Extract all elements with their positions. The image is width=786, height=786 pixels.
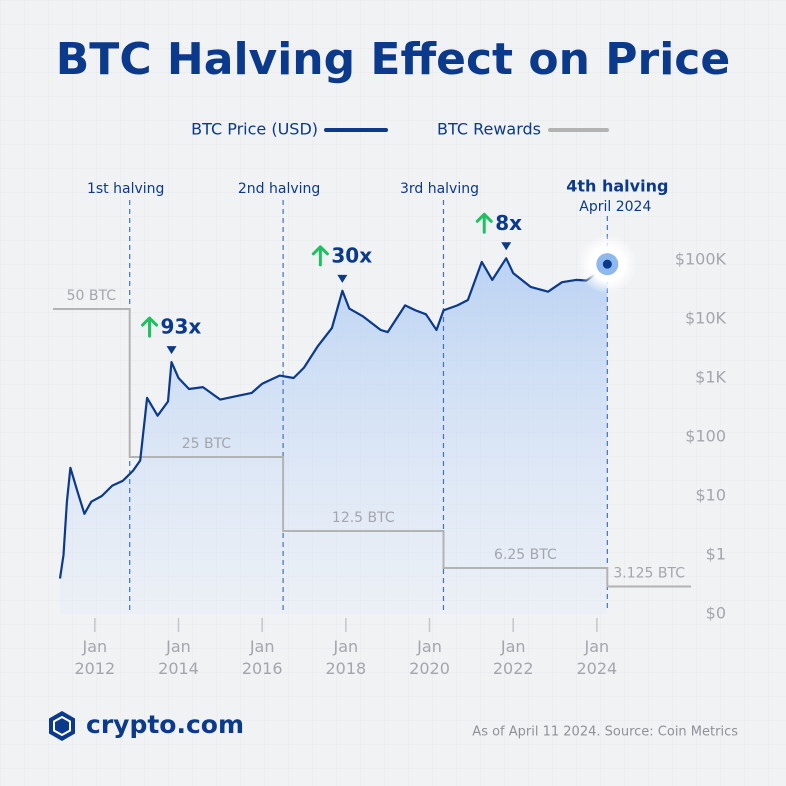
halving-label: 2nd halving	[238, 181, 320, 197]
x-tick-label: Jan 2018	[325, 637, 367, 678]
price-line	[58, 257, 609, 579]
y-tick-label: $100	[685, 427, 726, 446]
reward-label: 12.5 BTC	[332, 510, 395, 526]
legend-label: BTC Price (USD)	[191, 120, 318, 139]
x-tick-label: Jan 2022	[492, 637, 534, 678]
peak-marker	[337, 274, 348, 283]
y-tick-label: $100K	[675, 250, 727, 269]
x-tick-label: Jan 2020	[409, 637, 450, 678]
halving-label: 4th halving	[566, 177, 668, 196]
halving-label: 1st halving	[87, 181, 164, 197]
y-tick-label: $0	[706, 604, 726, 623]
end-point	[602, 259, 612, 269]
x-tick-label: Jan 2016	[241, 637, 283, 678]
reward-label: 25 BTC	[182, 436, 232, 452]
brand-logo	[49, 711, 75, 741]
halving-date: April 2024	[579, 199, 651, 215]
y-tick-label: $10	[695, 486, 726, 505]
legend-label: BTC Rewards	[437, 120, 541, 139]
price-area	[59, 258, 608, 614]
halving-label: 3rd halving	[400, 181, 479, 197]
gain-label: 30x	[331, 243, 372, 267]
gain-arrow	[141, 316, 159, 338]
gain-arrow	[475, 212, 493, 234]
y-tick-label: $1	[706, 545, 726, 564]
gain-label: 8x	[495, 211, 522, 235]
y-tick-label: $1K	[695, 368, 726, 387]
x-tick-label: Jan 2014	[158, 637, 199, 678]
x-tick-label: Jan 2012	[74, 637, 116, 678]
rewards-line	[53, 308, 691, 588]
gain-arrow	[311, 245, 329, 267]
brand-name: crypto.com	[86, 710, 244, 739]
reward-label: 6.25 BTC	[494, 547, 557, 563]
peak-marker	[166, 346, 177, 355]
peak-marker	[501, 242, 512, 251]
reward-label: 50 BTC	[67, 288, 117, 304]
gain-label: 93x	[161, 315, 202, 339]
source-note: As of April 11 2024. Source: Coin Metric…	[472, 725, 738, 740]
chart-title: BTC Halving Effect on Price	[56, 34, 730, 85]
x-tick-label: Jan 2024	[576, 637, 618, 678]
reward-label: 3.125 BTC	[613, 566, 685, 582]
y-tick-label: $10K	[685, 309, 727, 328]
